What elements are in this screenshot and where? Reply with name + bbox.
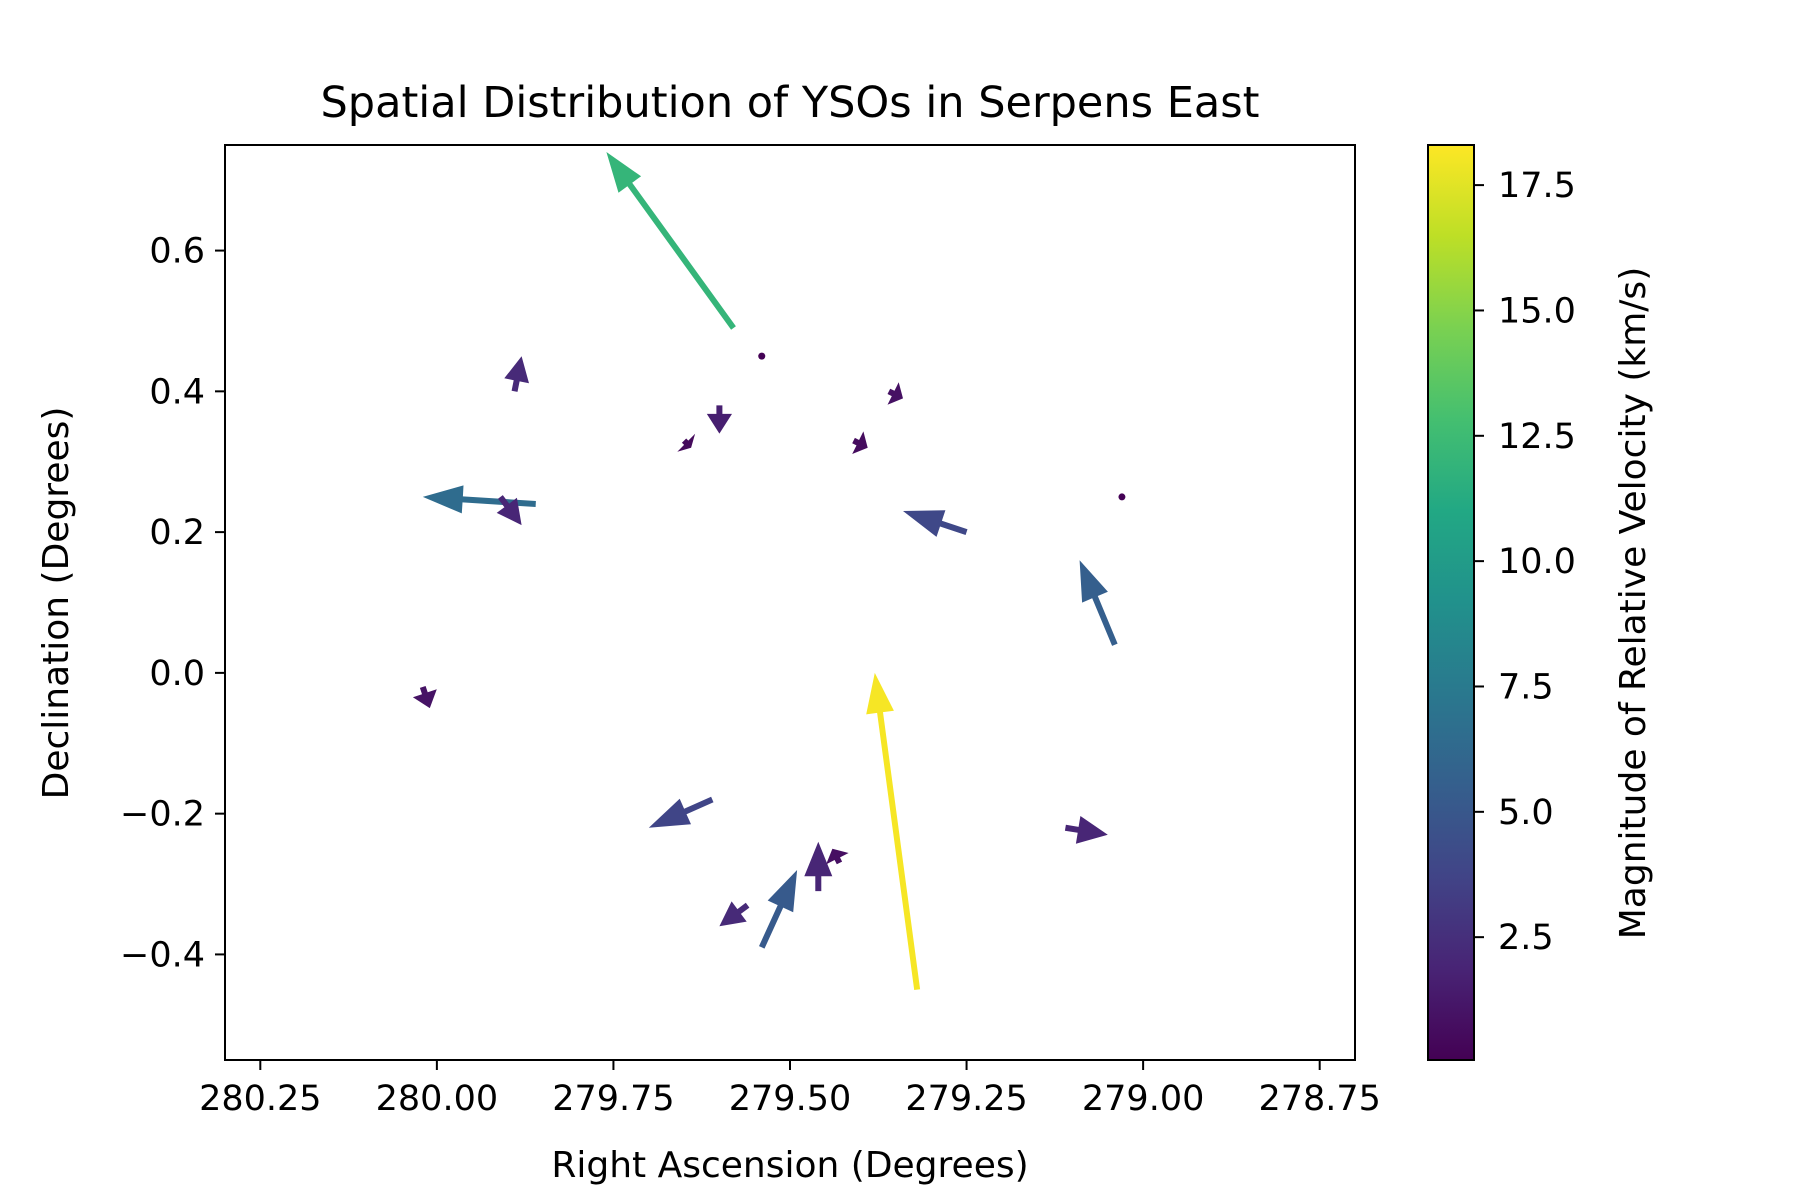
x-tick-label: 280.00 <box>376 1079 498 1119</box>
velocity-vector <box>1118 493 1126 501</box>
colorbar-tick-label: 12.5 <box>1498 417 1576 457</box>
colorbar-tick-label: 2.5 <box>1498 918 1554 958</box>
velocity-vector <box>422 485 536 514</box>
colorbar-label: Magnitude of Relative Velocity (km/s) <box>1613 267 1654 940</box>
y-axis-label: Declination (Degrees) <box>36 407 77 800</box>
velocity-vector <box>706 405 732 434</box>
velocity-vector <box>866 672 921 990</box>
velocity-vector <box>648 796 714 828</box>
velocity-vector <box>887 382 903 405</box>
colorbar-ticks: 2.5 5.0 7.5 10.0 12.5 15.0 17.5 <box>1474 166 1576 958</box>
plot-frame <box>224 144 1356 1061</box>
colorbar-tick-label: 15.0 <box>1498 291 1576 331</box>
y-tick-label: −0.4 <box>120 935 205 975</box>
y-tick-label: 0.6 <box>149 232 205 272</box>
chart-title: Spatial Distribution of YSOs in Serpens … <box>321 78 1260 128</box>
vectors-layer <box>412 152 1126 990</box>
velocity-vector <box>1064 816 1108 844</box>
x-tick-label: 279.25 <box>905 1079 1027 1119</box>
colorbar-tick-label: 7.5 <box>1498 667 1554 707</box>
x-tick-label: 278.75 <box>1258 1079 1380 1119</box>
velocity-vector <box>504 356 529 392</box>
velocity-vector <box>606 152 736 330</box>
x-tick-label: 280.25 <box>199 1079 321 1119</box>
y-tick-label: 0.4 <box>149 372 205 412</box>
velocity-vector <box>826 848 849 865</box>
x-tick-label: 279.75 <box>552 1079 674 1119</box>
y-tick-label: −0.2 <box>120 795 205 835</box>
velocity-vector <box>1079 560 1118 646</box>
velocity-vector <box>719 901 750 927</box>
velocity-vector <box>677 433 696 452</box>
velocity-vector <box>758 352 766 360</box>
velocity-vector <box>759 870 798 949</box>
velocity-vector <box>804 841 833 892</box>
x-axis-ticks: 280.25 280.00 279.75 279.50 279.25 279.00 278.… <box>199 1060 1381 1119</box>
x-tick-label: 279.50 <box>729 1079 851 1119</box>
velocity-vector <box>852 431 868 454</box>
x-tick-label: 279.00 <box>1082 1079 1204 1119</box>
colorbar-tick-label: 17.5 <box>1498 166 1576 206</box>
velocity-vector <box>496 495 522 526</box>
y-tick-label: 0.2 <box>149 513 205 553</box>
x-axis-label: Right Ascension (Degrees) <box>551 1145 1028 1186</box>
colorbar <box>1427 144 1475 1061</box>
y-axis-ticks: −0.4 −0.2 0.0 0.2 0.4 0.6 <box>120 232 225 975</box>
velocity-vector <box>903 510 968 537</box>
y-tick-label: 0.0 <box>149 654 205 694</box>
velocity-vector <box>412 686 437 709</box>
colorbar-tick-label: 5.0 <box>1498 793 1554 833</box>
colorbar-tick-label: 10.0 <box>1498 542 1576 582</box>
